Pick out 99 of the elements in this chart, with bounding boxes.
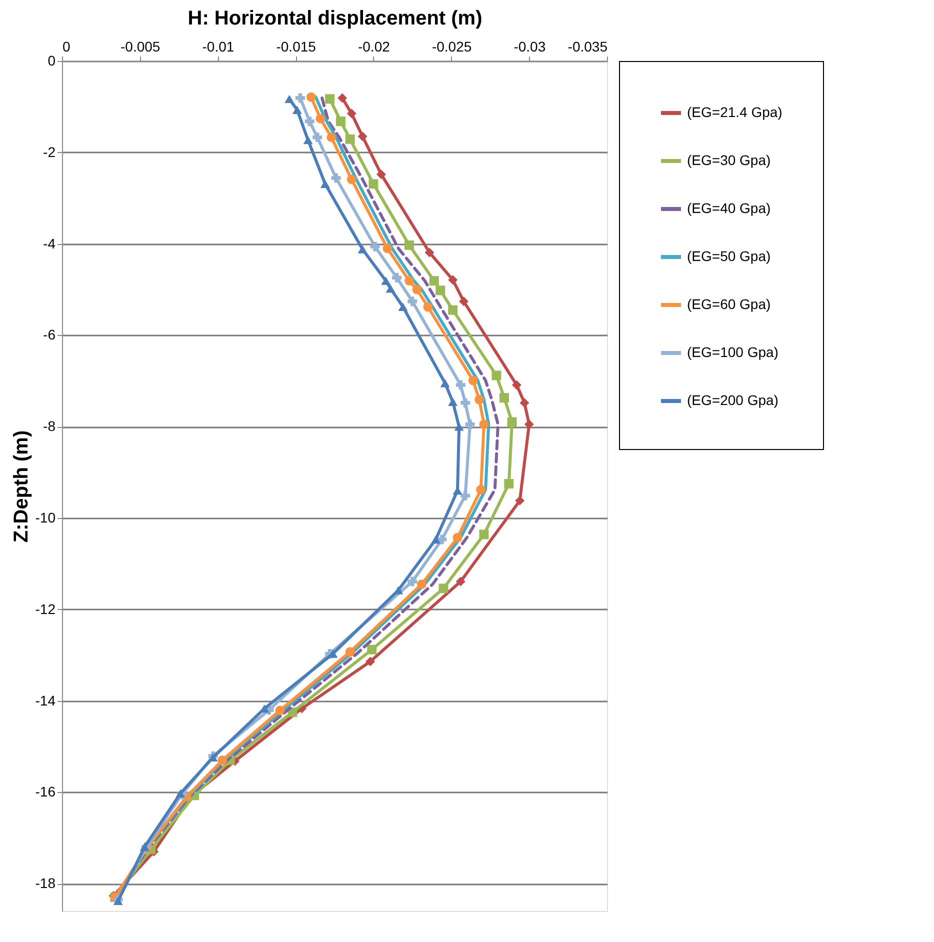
x-tick-label: -0.03 <box>514 38 546 54</box>
point <box>499 393 509 403</box>
point <box>358 245 368 254</box>
point <box>336 116 346 126</box>
point <box>479 420 489 430</box>
x-tick-label: -0.015 <box>276 38 316 54</box>
y-axis-title: Z:Depth (m) <box>10 430 32 543</box>
point <box>304 116 314 126</box>
point <box>479 530 489 540</box>
point <box>448 275 458 285</box>
point <box>448 305 458 315</box>
point <box>346 108 356 118</box>
x-tick-label: -0.025 <box>432 38 472 54</box>
point <box>423 302 433 312</box>
point <box>438 584 448 594</box>
point <box>436 286 446 296</box>
legend-label: (EG=100 Gpa) <box>687 344 778 360</box>
point <box>459 296 468 306</box>
point <box>416 580 426 589</box>
point <box>345 134 355 144</box>
y-tick-label: -8 <box>43 418 56 434</box>
point <box>366 656 376 666</box>
point <box>465 420 475 430</box>
point <box>218 755 228 765</box>
y-tick-label: 0 <box>48 52 56 68</box>
x-tick-label: -0.01 <box>202 38 234 54</box>
point <box>346 174 356 184</box>
point <box>325 94 335 104</box>
point <box>303 136 313 144</box>
point <box>292 106 302 114</box>
y-tick-label: -16 <box>35 784 56 800</box>
point <box>424 248 434 258</box>
point <box>306 92 316 102</box>
legend-label: (EG=200 Gpa) <box>687 392 778 408</box>
point <box>370 242 380 252</box>
point <box>392 272 402 282</box>
x-tick-label: -0.005 <box>120 38 160 54</box>
x-tick-label: -0.035 <box>568 38 608 54</box>
y-tick-label: -4 <box>43 235 56 252</box>
y-tick-label: -12 <box>35 600 56 617</box>
point <box>507 417 517 427</box>
point <box>386 284 396 293</box>
point <box>394 586 404 594</box>
point <box>338 93 348 103</box>
point <box>492 370 502 380</box>
point <box>456 380 466 390</box>
point <box>512 380 522 390</box>
point <box>430 535 440 544</box>
point <box>296 93 305 103</box>
point <box>398 302 408 311</box>
point <box>504 478 514 488</box>
point <box>320 180 330 188</box>
x-tick-label: 0 <box>62 38 70 54</box>
y-tick-label: -14 <box>35 692 56 708</box>
legend-label: (EG=40 Gpa) <box>687 200 771 216</box>
point <box>520 398 530 408</box>
point <box>460 490 470 500</box>
point <box>454 422 464 431</box>
point <box>429 276 439 286</box>
point <box>326 132 336 142</box>
point <box>381 276 391 285</box>
point <box>440 379 450 388</box>
point <box>456 576 466 586</box>
point <box>260 704 270 713</box>
y-tick-label: -10 <box>35 509 56 526</box>
y-tick-label: -18 <box>35 875 56 892</box>
legend-label: (EG=21.4 Gpa) <box>687 104 782 120</box>
point <box>275 706 285 716</box>
point <box>515 496 525 506</box>
chart-title: H: Horizontal displacement (m) <box>188 8 482 30</box>
point <box>331 173 341 183</box>
point <box>452 532 462 542</box>
point <box>474 394 484 404</box>
point <box>316 114 326 124</box>
x-tick-label: -0.02 <box>358 38 390 54</box>
point <box>404 240 414 250</box>
point <box>358 132 368 142</box>
y-tick-label: -6 <box>43 326 56 343</box>
point <box>460 398 470 408</box>
point <box>312 132 322 142</box>
legend-label: (EG=60 Gpa) <box>687 296 771 312</box>
point <box>382 244 392 254</box>
point <box>412 284 422 294</box>
point <box>404 276 414 286</box>
point <box>437 534 447 544</box>
point <box>367 644 377 654</box>
point <box>376 170 386 180</box>
point <box>345 647 355 657</box>
point <box>468 376 478 386</box>
legend-label: (EG=50 Gpa) <box>687 248 771 264</box>
legend-label: (EG=30 Gpa) <box>687 152 771 168</box>
point <box>284 94 294 104</box>
point <box>448 398 458 406</box>
y-tick-label: -2 <box>43 144 56 160</box>
point <box>408 296 418 306</box>
point <box>368 179 378 189</box>
point <box>476 484 486 494</box>
point <box>524 420 534 430</box>
point <box>408 576 418 586</box>
